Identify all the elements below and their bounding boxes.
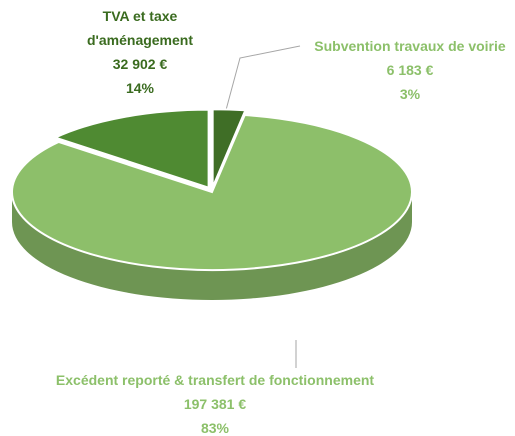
leader-line: [225, 45, 301, 111]
category-label: Excédent reporté & transfert de fonction…: [55, 372, 375, 388]
percent-label: 83%: [200, 420, 230, 436]
data-label: Subvention travaux de voirie 6 183 € 3%: [305, 34, 515, 106]
slice: [211, 108, 247, 188]
value-label: 6 183 €: [386, 62, 434, 78]
value-label: 197 381 €: [183, 396, 247, 412]
category-label: Subvention travaux de voirie: [314, 38, 506, 54]
percent-label: 14%: [125, 80, 155, 96]
category-label: TVA et taxe d'aménagement: [86, 8, 194, 48]
slice: [52, 108, 210, 190]
data-label: Excédent reporté & transfert de fonction…: [0, 368, 435, 436]
slice-side: [12, 192, 412, 300]
slice: [11, 114, 413, 271]
value-label: 32 902 €: [112, 56, 168, 72]
data-label: TVA et taxe d'aménagement 32 902 € 14%: [70, 4, 210, 100]
percent-label: 3%: [399, 86, 421, 102]
